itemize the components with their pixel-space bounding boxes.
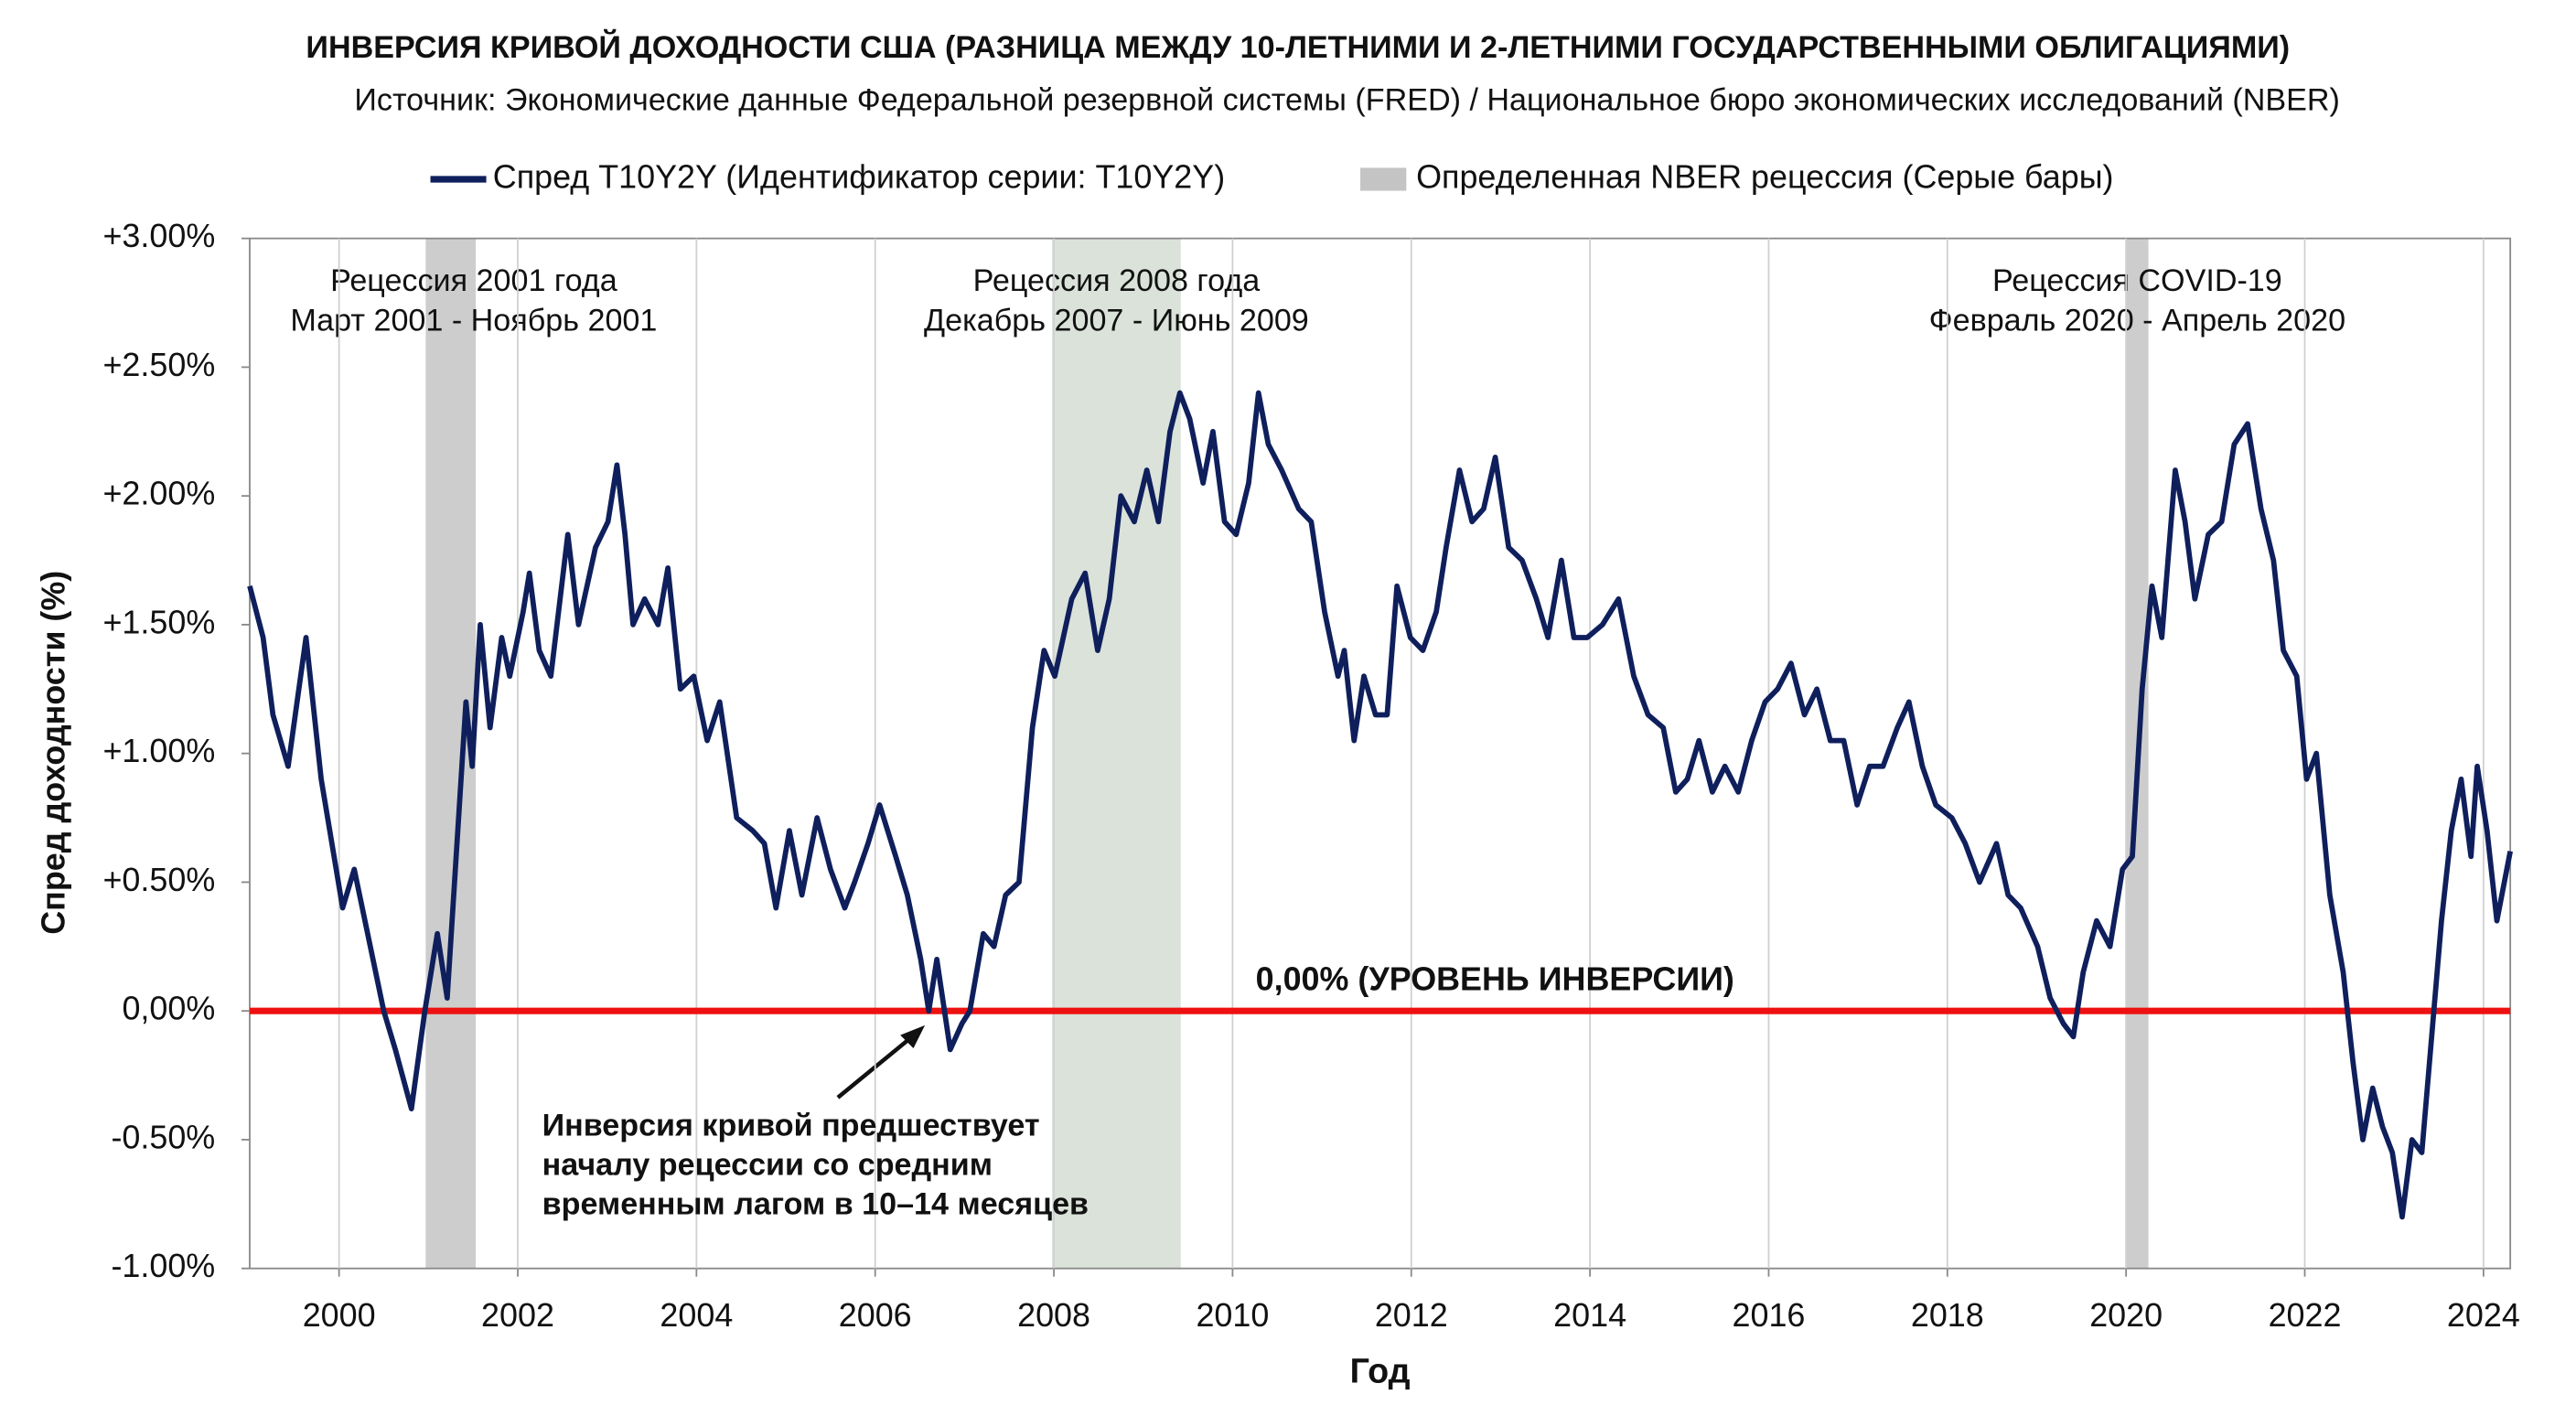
x-tick-label: 2000 <box>303 1296 376 1334</box>
x-tick-label: 2008 <box>1017 1296 1090 1334</box>
recession-band <box>425 238 477 1269</box>
y-tick-label: +1.50% <box>102 603 215 640</box>
chart-title: ИНВЕРСИЯ КРИВОЙ ДОХОДНОСТИ США (РАЗНИЦА … <box>306 29 2290 65</box>
annotation-arrow <box>836 1028 922 1099</box>
reference-label: 0,00% (УРОВЕНЬ ИНВЕРСИИ) <box>1256 960 1734 997</box>
recession-title: Рецессия COVID-19 <box>1992 263 2282 298</box>
annotation-text: Инверсия кривой предшествует <box>542 1108 1040 1142</box>
x-tick-label: 2024 <box>2447 1296 2520 1334</box>
x-tick-label: 2016 <box>1733 1296 1806 1334</box>
y-tick-label: +0.50% <box>102 861 215 898</box>
y-tick-label: +3.00% <box>102 217 215 254</box>
annotation-arrowhead <box>900 1024 926 1049</box>
y-axis-title: Спред доходности (%) <box>35 571 72 935</box>
recession-period: Февраль 2020 - Апрель 2020 <box>1929 303 2345 338</box>
y-tick-label: +1.00% <box>102 732 215 769</box>
x-tick-label: 2022 <box>2269 1296 2342 1334</box>
x-tick-label: 2014 <box>1553 1296 1626 1334</box>
recession-band <box>1052 238 1181 1269</box>
series-line <box>247 390 2513 1220</box>
legend-label: Спред T10Y2Y (Идентификатор серии: T10Y2… <box>493 157 1225 195</box>
x-tick-label: 2010 <box>1196 1296 1269 1334</box>
chart-subtitle: Источник: Экономические данные Федеральн… <box>354 83 2340 118</box>
y-tick-label: 0,00% <box>122 990 215 1027</box>
recession-title: Рецессия 2008 года <box>973 263 1261 298</box>
x-tick-label: 2002 <box>481 1296 554 1334</box>
annotation-text: началу рецессии со средним <box>542 1147 993 1182</box>
y-tick-label: -0.50% <box>111 1118 215 1155</box>
recession-period: Март 2001 - Ноябрь 2001 <box>290 303 657 338</box>
y-tick-label: -1.00% <box>111 1247 215 1284</box>
x-tick-label: 2006 <box>839 1296 912 1334</box>
legend-label: Определенная NBER рецессия (Серые бары) <box>1416 157 2113 195</box>
recession-period: Декабрь 2007 - Июнь 2009 <box>924 303 1309 338</box>
y-tick-label: +2.50% <box>102 346 215 383</box>
annotation-text: временным лагом в 10–14 месяцев <box>542 1186 1089 1221</box>
legend-swatch <box>1360 167 1407 191</box>
x-tick-label: 2018 <box>1911 1296 1984 1334</box>
recession-title: Рецессия 2001 года <box>330 263 617 298</box>
x-axis-title: Год <box>1350 1352 1411 1390</box>
y-tick-label: +2.00% <box>102 475 215 512</box>
x-tick-label: 2012 <box>1375 1296 1448 1334</box>
x-tick-label: 2020 <box>2089 1296 2163 1334</box>
x-tick-label: 2004 <box>660 1296 733 1334</box>
